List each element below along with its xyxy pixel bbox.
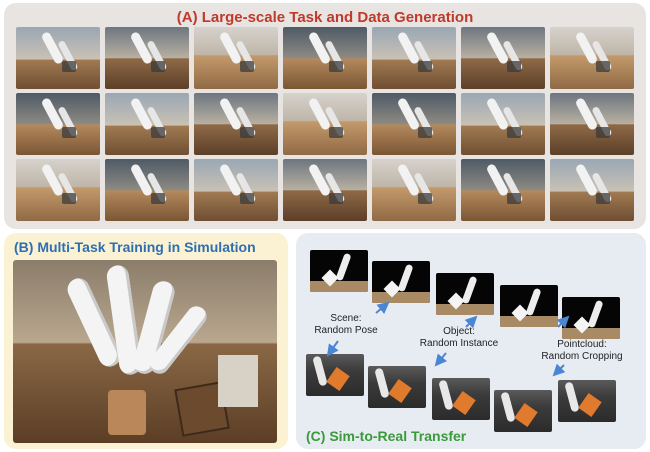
task-thumbnail	[16, 93, 100, 155]
caption-object: Object: Random Instance	[414, 326, 504, 350]
task-thumbnail	[194, 93, 278, 155]
real-world-thumbnail	[494, 390, 552, 432]
task-thumbnail	[283, 93, 367, 155]
task-thumbnail	[550, 159, 634, 221]
simulation-thumbnail	[436, 273, 494, 315]
caption-object-line2: Random Instance	[419, 338, 499, 349]
task-thumbnail	[550, 27, 634, 89]
simulation-thumbnail	[562, 297, 620, 339]
task-thumbnail	[372, 93, 456, 155]
caption-pointcloud-line2: Random Cropping	[541, 351, 623, 362]
task-thumbnail	[16, 159, 100, 221]
simulation-training-image	[13, 260, 277, 443]
caption-scene: Scene: Random Pose	[306, 313, 386, 337]
task-thumbnail	[194, 159, 278, 221]
arrow-top-scene	[375, 301, 390, 315]
task-thumbnail	[372, 27, 456, 89]
caption-pointcloud: Pointcloud: Random Cropping	[532, 339, 632, 363]
panel-sim-to-real: Scene: Random Pose Object: Random Instan…	[296, 233, 646, 449]
panel-multi-task-training: (B) Multi-Task Training in Simulation	[4, 233, 288, 449]
panel-c-title: (C) Sim-to-Real Transfer	[306, 428, 467, 444]
real-world-thumbnail	[558, 380, 616, 422]
task-thumbnail	[461, 27, 545, 89]
transfer-arrows	[326, 301, 570, 377]
arrow-top-pointcloud	[556, 315, 570, 329]
task-thumbnail	[105, 159, 189, 221]
real-world-thumbnail	[306, 354, 364, 396]
task-thumbnail	[16, 27, 100, 89]
caption-pointcloud-line1: Pointcloud:	[557, 339, 607, 350]
caption-scene-line1: Scene:	[330, 313, 362, 324]
panel-a-title: (A) Large-scale Task and Data Generation	[176, 9, 474, 26]
arrow-pointcloud	[552, 363, 566, 377]
panel-b-title: (B) Multi-Task Training in Simulation	[14, 239, 256, 255]
simulation-thumbnail	[310, 250, 368, 292]
arrow-scene	[326, 340, 339, 357]
task-thumbnail	[105, 27, 189, 89]
task-thumbnail	[194, 27, 278, 89]
simulation-thumbnail	[372, 261, 430, 303]
task-thumbnail	[550, 93, 634, 155]
real-world-thumbnail	[432, 378, 490, 420]
real-world-thumbnail	[368, 366, 426, 408]
task-thumbnail	[372, 159, 456, 221]
arrow-object	[434, 352, 448, 367]
simulation-thumbnail	[500, 285, 558, 327]
task-thumbnail	[461, 159, 545, 221]
task-thumbnail	[105, 93, 189, 155]
panel-task-data-generation: (A) Large-scale Task and Data Generation	[4, 3, 646, 229]
task-thumbnail	[283, 159, 367, 221]
task-thumbnail	[283, 27, 367, 89]
task-thumbnail	[461, 93, 545, 155]
caption-object-line1: Object:	[443, 326, 475, 337]
arrow-top-object	[464, 315, 478, 329]
caption-scene-line2: Random Pose	[314, 325, 378, 336]
